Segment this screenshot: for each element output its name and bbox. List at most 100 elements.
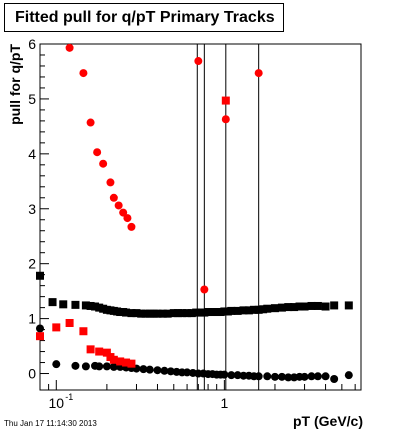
data-point-square (244, 306, 253, 315)
data-point-circle (102, 362, 111, 371)
data-point-square (254, 305, 263, 314)
data-point-square (137, 309, 146, 318)
data-point-circle (183, 368, 192, 377)
data-point-circle (106, 178, 115, 187)
data-point-circle (86, 118, 95, 127)
data-point-square (178, 309, 187, 318)
data-point-square (91, 302, 100, 311)
data-point-circle (330, 375, 339, 384)
data-point-circle (227, 371, 236, 380)
data-point-circle (221, 115, 230, 124)
data-point-square (183, 309, 192, 318)
data-point-square (221, 96, 230, 105)
data-point-square (153, 309, 162, 318)
data-point-circle (344, 371, 353, 380)
data-point-square (48, 298, 57, 307)
data-point-circle (109, 362, 118, 371)
data-point-circle (127, 222, 136, 231)
data-point-circle (200, 285, 209, 294)
y-tick-label: 5 (28, 91, 36, 107)
data-point-circle (114, 201, 123, 210)
data-point-square (169, 309, 178, 318)
data-point-square (52, 323, 61, 332)
data-point-circle (71, 361, 80, 370)
data-point-square (290, 303, 299, 312)
data-point-square (187, 309, 196, 318)
data-point-square (122, 308, 131, 317)
y-tick-label: 2 (28, 256, 36, 272)
data-point-circle (263, 372, 272, 381)
data-point-square (59, 300, 68, 309)
timestamp: Thu Jan 17 11:14:30 2013 (4, 419, 97, 428)
data-points (36, 43, 353, 384)
data-point-circle (220, 370, 229, 379)
x-axis-label: pT (GeV/c) (293, 413, 363, 429)
data-point-square (233, 306, 242, 315)
data-point-square (174, 309, 183, 318)
y-tick-label: 4 (28, 146, 36, 162)
data-point-square (141, 309, 150, 318)
data-point-square (277, 303, 286, 312)
data-point-circle (254, 69, 263, 78)
data-point-square (95, 347, 104, 356)
data-point-circle (123, 214, 132, 223)
data-point-square (321, 302, 330, 311)
data-point-circle (93, 148, 102, 157)
data-point-square (65, 318, 74, 327)
axes: 0 1 2 3 4 5 6 10 -1 1 (28, 36, 356, 411)
data-point-square (307, 301, 316, 310)
data-point-square (330, 301, 339, 310)
data-point-circle (145, 365, 154, 374)
data-point-square (116, 357, 125, 366)
data-point-square (227, 306, 236, 315)
data-point-circle (321, 372, 330, 381)
chart-title-box: Fitted pull for q/pT Primary Tracks (4, 3, 284, 32)
data-point-circle (270, 372, 279, 381)
data-point-square (204, 308, 213, 317)
data-point-circle (160, 366, 169, 375)
data-point-circle (166, 367, 175, 376)
data-point-circle (99, 159, 108, 168)
data-point-square (259, 305, 268, 314)
data-point-circle (284, 373, 293, 382)
data-point-circle (65, 43, 74, 52)
data-point-square (71, 300, 80, 309)
data-point-circle (307, 372, 316, 381)
data-point-circle (119, 208, 128, 217)
data-point-circle (139, 365, 148, 374)
data-point-square (132, 309, 141, 318)
data-point-square (163, 309, 172, 318)
plot-frame (39, 43, 362, 391)
data-point-square (192, 308, 201, 317)
data-point-square (79, 327, 88, 336)
vertical-lines (196, 44, 260, 390)
chart-title: Fitted pull for q/pT Primary Tracks (15, 9, 275, 26)
data-point-circle (277, 372, 286, 381)
y-axis-label: pull for q/pT (7, 44, 23, 125)
x-tick-label: 1 (220, 395, 228, 411)
data-point-circle (109, 193, 118, 202)
data-point-square (86, 345, 95, 354)
data-point-circle (194, 57, 203, 66)
data-point-square (81, 301, 90, 310)
data-point-square (300, 302, 309, 311)
data-point-square (208, 308, 217, 317)
x-tick-exponent: -1 (65, 392, 73, 402)
data-point-square (36, 271, 44, 280)
data-point-square (249, 305, 258, 314)
data-point-square (270, 304, 279, 313)
data-point-square (239, 306, 248, 315)
data-point-square (109, 355, 118, 364)
data-point-square (313, 301, 322, 310)
data-point-circle (233, 371, 242, 380)
data-point-circle (153, 366, 162, 375)
data-point-square (36, 332, 44, 341)
data-point-circle (79, 69, 88, 78)
data-point-square (344, 301, 353, 310)
data-point-square (122, 358, 131, 367)
data-point-circle (300, 372, 309, 381)
data-point-square (284, 303, 293, 312)
data-point-square (127, 309, 136, 318)
data-point-square (295, 302, 304, 311)
